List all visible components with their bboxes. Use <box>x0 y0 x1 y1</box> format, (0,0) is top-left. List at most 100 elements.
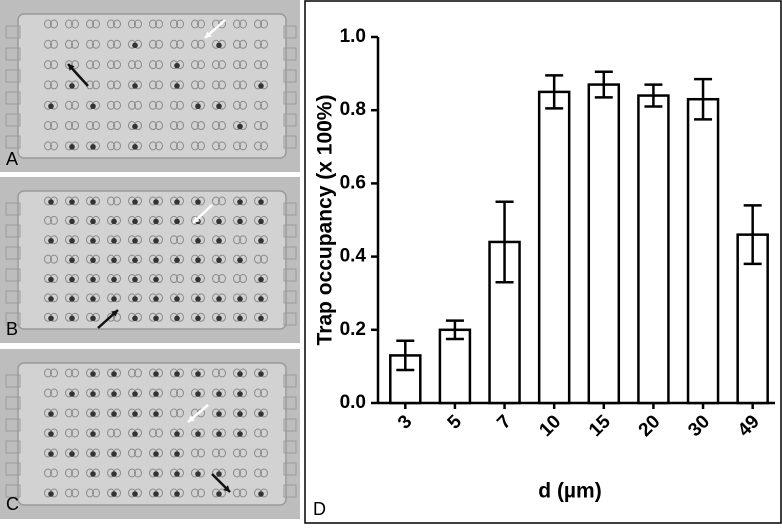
bar <box>438 328 472 405</box>
cell <box>216 471 222 477</box>
cell <box>195 296 201 302</box>
cell <box>69 257 75 263</box>
trap <box>218 274 226 284</box>
trap <box>107 100 115 110</box>
cell <box>90 144 96 150</box>
cell <box>216 237 222 244</box>
trap <box>176 388 184 398</box>
trap <box>155 39 163 49</box>
cell <box>90 451 96 457</box>
trap <box>176 39 184 49</box>
cell <box>48 315 54 322</box>
cell <box>216 315 222 322</box>
trap <box>65 19 73 29</box>
cell <box>216 491 222 497</box>
trap <box>239 60 247 70</box>
trap <box>107 141 115 151</box>
trap <box>44 121 52 131</box>
trap <box>212 196 220 206</box>
port <box>283 91 297 105</box>
cell <box>132 411 138 417</box>
trap <box>233 60 241 70</box>
cell <box>69 144 75 150</box>
error-bar <box>743 204 762 266</box>
micrographs <box>0 0 300 519</box>
trap <box>128 468 136 478</box>
cell <box>132 431 138 437</box>
trap <box>212 60 220 70</box>
trap <box>44 60 52 70</box>
cell <box>69 296 75 302</box>
trap <box>113 39 121 49</box>
trap <box>92 60 100 70</box>
cell <box>258 83 264 89</box>
cell <box>132 83 138 89</box>
trap <box>107 80 115 90</box>
trap <box>113 121 121 131</box>
cell <box>111 296 117 302</box>
trap <box>218 121 226 131</box>
y-tick-label: 0.8 <box>340 99 366 120</box>
trap <box>44 368 52 378</box>
port <box>5 290 21 304</box>
error-bar <box>545 74 564 110</box>
trap <box>44 388 52 398</box>
trap <box>233 488 241 498</box>
trap <box>128 448 136 458</box>
cell <box>111 218 117 225</box>
cell <box>132 199 138 205</box>
cell <box>153 451 159 457</box>
trap <box>50 19 58 29</box>
trap <box>50 388 58 398</box>
cell <box>90 371 96 377</box>
trap <box>260 60 268 70</box>
port <box>5 202 21 216</box>
port <box>283 246 297 260</box>
cell <box>132 491 138 497</box>
cell <box>111 471 117 477</box>
trap <box>113 19 121 29</box>
trap <box>128 368 136 378</box>
cell <box>216 391 222 397</box>
trap <box>191 19 199 29</box>
trap <box>65 39 73 49</box>
trap <box>44 215 52 225</box>
trap <box>50 39 58 49</box>
trap <box>218 196 226 206</box>
trap <box>254 448 262 458</box>
trap <box>86 39 94 49</box>
trap <box>107 121 115 131</box>
cell <box>111 371 117 377</box>
trap <box>170 121 178 131</box>
trap <box>149 80 157 90</box>
panel-label: A <box>6 149 18 169</box>
cell <box>174 491 180 497</box>
bar <box>686 97 720 405</box>
port <box>283 418 297 432</box>
trap <box>50 121 58 131</box>
error-bar <box>396 339 415 372</box>
cell <box>195 257 201 263</box>
trap <box>149 100 157 110</box>
trap <box>65 428 73 438</box>
error-bar <box>495 200 514 284</box>
chip <box>17 190 287 330</box>
error-bar <box>594 70 613 99</box>
cell <box>69 218 75 225</box>
cell <box>237 391 243 397</box>
cell <box>90 471 96 477</box>
trap <box>86 121 94 131</box>
cell <box>153 199 159 205</box>
trap <box>239 448 247 458</box>
port <box>283 268 297 282</box>
cell <box>69 391 75 397</box>
cell <box>258 218 264 225</box>
trap <box>113 428 121 438</box>
cell <box>258 491 264 497</box>
trap <box>155 100 163 110</box>
port <box>283 396 297 410</box>
trap <box>197 448 205 458</box>
cell <box>48 103 54 110</box>
trap <box>92 488 100 498</box>
